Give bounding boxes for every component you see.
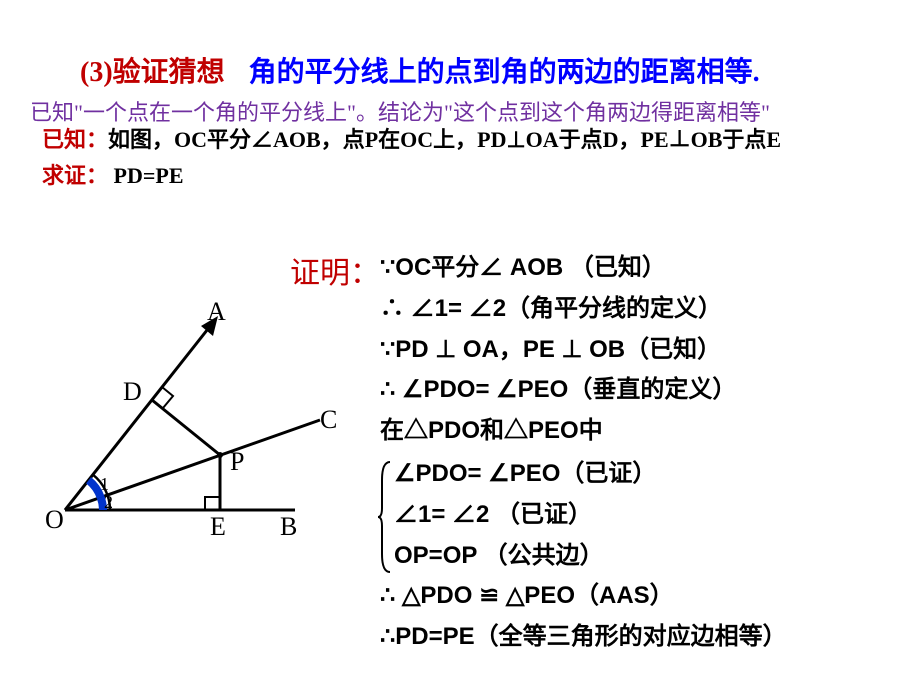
header-line: (3)验证猜想 角的平分线上的点到角的两边的距离相等.	[30, 50, 890, 90]
label-E: E	[210, 512, 226, 540]
proof-steps: ∵OC平分∠ AOB （已知） ∴ ∠1= ∠2（角平分线的定义） ∵PD ⊥ …	[380, 248, 787, 658]
label-C: C	[320, 405, 337, 434]
proof-step-7: ∠1= ∠2 （已证）	[394, 495, 787, 536]
theorem-text: 角的平分线上的点到角的两边的距离相等.	[249, 57, 760, 88]
label-D: D	[123, 377, 142, 406]
given-label: 已知：	[42, 127, 108, 152]
brace-group: ∠PDO= ∠PEO（已证） ∠1= ∠2 （已证） OP=OP （公共边）	[394, 454, 787, 576]
proof-step-3: ∵PD ⊥ OA，PE ⊥ OB（已知）	[380, 330, 787, 371]
given-block: 已知：如图，OC平分∠AOB，点P在OC上，PD⊥OA于点D，PE⊥OB于点E	[42, 125, 890, 155]
proof-step-5: 在△PDO和△PEO中	[380, 411, 787, 452]
label-angle2: 2	[104, 492, 113, 512]
geometry-diagram: A B C D E O P 1 2	[45, 300, 345, 540]
label-angle1: 1	[100, 474, 109, 494]
to-prove-line: 求证： PD=PE	[42, 158, 890, 190]
proof-label: 证明：	[290, 248, 380, 292]
proof-step-8: OP=OP （公共边）	[394, 536, 787, 577]
proof-step-9: ∴ △PDO ≌ △PEO（AAS）	[380, 576, 787, 617]
label-P: P	[230, 447, 244, 476]
proof-step-2: ∴ ∠1= ∠2（角平分线的定义）	[380, 289, 787, 330]
left-brace-icon	[378, 460, 392, 574]
proof-step-6: ∠PDO= ∠PEO（已证）	[394, 454, 787, 495]
to-prove-text: PD=PE	[108, 163, 183, 188]
label-B: B	[280, 512, 297, 540]
to-prove-label: 求证：	[42, 163, 108, 188]
proof-step-4: ∴ ∠PDO= ∠PEO（垂直的定义）	[380, 370, 787, 411]
given-text: 如图，OC平分∠AOB，点P在OC上，PD⊥OA于点D，PE⊥OB于点E	[108, 127, 781, 152]
proof-step-1: ∵OC平分∠ AOB （已知）	[380, 248, 787, 289]
label-O: O	[45, 505, 64, 534]
label-A: A	[207, 300, 226, 326]
proof-step-10: ∴PD=PE（全等三角形的对应边相等）	[380, 617, 787, 658]
section-label: (3)验证猜想	[80, 57, 225, 88]
